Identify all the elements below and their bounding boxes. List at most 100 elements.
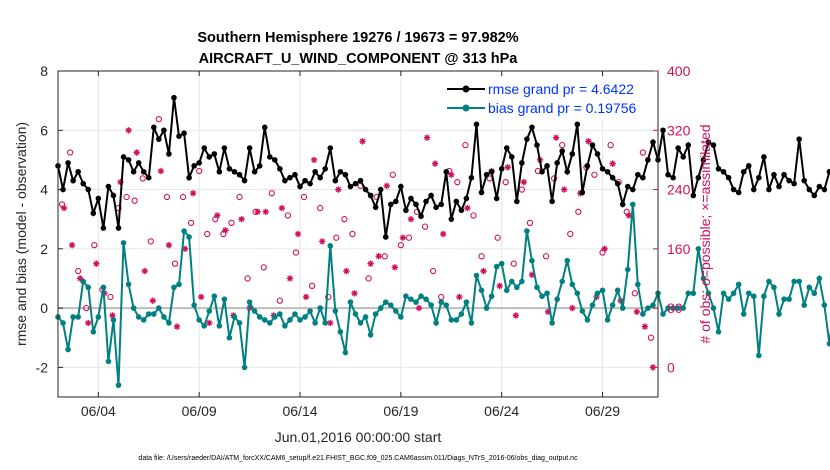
- bias-point: [493, 263, 500, 270]
- bias-point: [367, 331, 374, 338]
- obs-possible-point: [91, 241, 98, 249]
- x-axis-label: Jun.01,2016 00:00:00 start: [275, 429, 442, 445]
- bias-point: [206, 308, 213, 314]
- bias-point: [665, 305, 671, 311]
- obs-assimilated-point: [214, 212, 221, 219]
- obs-assimilated-point: [93, 260, 100, 267]
- bias-point: [624, 266, 631, 273]
- rmse-point: [216, 168, 223, 175]
- rmse-point: [559, 148, 566, 154]
- rmse-point: [156, 136, 162, 142]
- obs-possible-point: [244, 275, 251, 282]
- obs-possible-point: [542, 253, 550, 260]
- rmse-point: [544, 163, 550, 169]
- obs-possible-point: [292, 249, 300, 256]
- rmse-point: [614, 180, 621, 187]
- rmse-point: [745, 163, 752, 169]
- bias-point: [508, 278, 515, 285]
- rmse-point: [675, 145, 681, 151]
- bias-point: [690, 290, 697, 297]
- obs-assimilated-point: [431, 160, 439, 167]
- obs-possible-point: [567, 230, 574, 238]
- rmse-point: [221, 145, 228, 151]
- bias-point: [650, 302, 656, 308]
- bias-point: [579, 308, 586, 314]
- bias-point: [594, 290, 601, 297]
- rmse-point: [287, 174, 293, 181]
- bias-point: [317, 305, 323, 311]
- obs-possible-point: [494, 234, 501, 241]
- rmse-point: [186, 174, 192, 181]
- bias-point: [776, 311, 782, 317]
- rmse-point: [150, 124, 157, 131]
- rmse-point: [468, 174, 475, 181]
- obs-assimilated-point: [302, 293, 310, 301]
- bias-point: [216, 323, 223, 329]
- obs-possible-point: [349, 230, 356, 238]
- y-tick-label-left: 0: [40, 300, 48, 316]
- rmse-point: [801, 177, 808, 184]
- bias-point: [539, 293, 545, 300]
- rmse-point: [70, 177, 76, 184]
- rmse-point: [629, 186, 636, 193]
- rmse-point: [362, 186, 369, 193]
- obs-assimilated-point: [76, 275, 84, 282]
- obs-possible-point: [171, 260, 179, 267]
- bias-point: [599, 287, 606, 294]
- obs-assimilated-point: [117, 178, 124, 186]
- obs-assimilated-point: [399, 234, 407, 241]
- bias-point: [519, 278, 525, 285]
- bias-point: [327, 243, 334, 249]
- bias-point: [241, 364, 248, 371]
- obs-assimilated-point: [625, 212, 632, 219]
- bias-point: [559, 278, 566, 285]
- bias-point: [448, 317, 455, 323]
- rmse-point: [161, 127, 167, 134]
- bias-point: [287, 317, 293, 323]
- bias-point: [761, 293, 767, 300]
- obs-possible-point: [228, 219, 235, 227]
- rmse-point: [251, 168, 258, 175]
- y-axis-right-label: # of obs: o=possible; ×=assimilated: [697, 124, 713, 343]
- y-tick-label-left: 8: [40, 63, 48, 79]
- bias-point: [418, 293, 424, 300]
- bias-point: [791, 278, 797, 285]
- bias-point: [478, 287, 485, 294]
- rmse-point: [95, 195, 102, 202]
- obs-possible-point: [75, 267, 82, 275]
- rmse-point: [539, 168, 545, 175]
- bias-point: [393, 308, 399, 314]
- rmse-point: [408, 195, 414, 202]
- bias-point: [302, 314, 308, 320]
- bias-point: [549, 320, 555, 326]
- bias-point: [60, 320, 66, 326]
- legend-bias-label: bias grand pr = 0.19756: [488, 100, 636, 116]
- bias-point: [408, 296, 414, 303]
- bias-point: [463, 299, 470, 305]
- rmse-point: [640, 174, 646, 181]
- bias-point: [806, 284, 813, 291]
- bias-point: [796, 278, 802, 285]
- bias-point: [564, 257, 571, 264]
- rmse-point: [130, 168, 137, 175]
- rmse-point: [231, 168, 238, 175]
- footer-data-file: data file: /Users/raeder/DAI/ATM_forcXX/…: [138, 455, 578, 462]
- obs-possible-point: [470, 212, 477, 219]
- rmse-point: [297, 183, 303, 190]
- y-axis-left-label: rmse and bias (model - observation): [13, 122, 29, 346]
- rmse-point: [761, 154, 767, 160]
- rmse-point: [398, 183, 404, 190]
- bias-point: [231, 314, 238, 320]
- obs-assimilated-point: [133, 149, 140, 156]
- bias-point: [332, 308, 339, 314]
- bias-point: [387, 302, 394, 308]
- obs-assimilated-point: [601, 245, 608, 253]
- rmse-point: [256, 163, 263, 169]
- rmse-point: [337, 168, 344, 175]
- rmse-point: [347, 183, 354, 190]
- bias-point: [292, 311, 298, 317]
- obs-assimilated-point: [181, 245, 189, 253]
- obs-assimilated-point: [238, 215, 245, 223]
- bias-point: [801, 302, 808, 308]
- obs-assimilated-point: [149, 297, 156, 304]
